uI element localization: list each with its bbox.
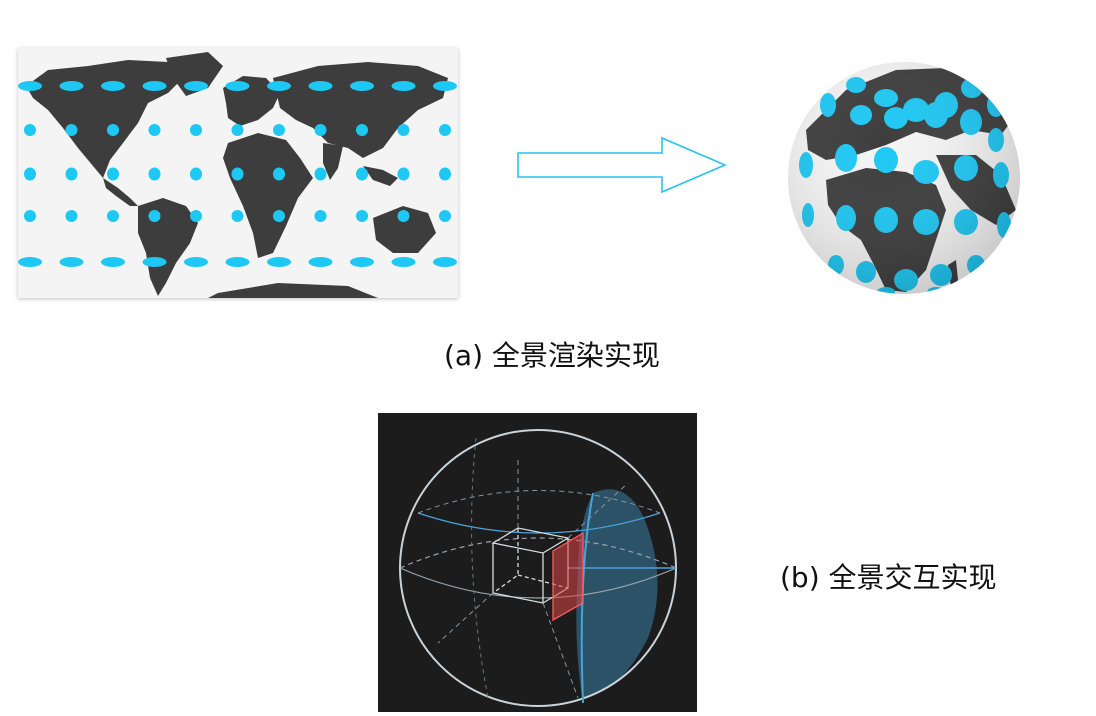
tissot-dot	[231, 210, 244, 222]
tissot-dot	[225, 81, 250, 91]
globe-projection	[786, 60, 1022, 296]
tissot-dot	[225, 257, 250, 267]
tissot-dot	[65, 124, 78, 136]
right-arrow-icon	[517, 136, 728, 194]
tissot-dot	[148, 124, 161, 136]
tissot-dot	[356, 210, 368, 222]
tissot-dot	[273, 167, 285, 181]
tissot-dot	[231, 167, 244, 181]
tissot-dot	[391, 257, 416, 267]
tissot-dot	[24, 167, 36, 181]
tissot-dot	[397, 210, 410, 222]
tissot-dot	[59, 257, 84, 267]
tissot-dot	[59, 81, 84, 91]
tissot-dot	[65, 210, 78, 222]
caption-a: (a) 全景渲染实现	[444, 339, 660, 372]
tissot-dot	[101, 81, 125, 91]
tissot-dot	[273, 210, 285, 222]
tissot-dot	[24, 124, 36, 136]
tissot-dot	[439, 167, 451, 181]
tissot-dot	[18, 81, 42, 91]
tissot-dot	[142, 257, 167, 267]
tissot-dot	[350, 257, 374, 267]
tissot-dot	[148, 167, 161, 181]
tissot-dot	[397, 124, 410, 136]
tissot-dot	[350, 81, 374, 91]
tissot-dot	[190, 210, 202, 222]
projection-plane	[552, 531, 584, 622]
globe-icon	[788, 62, 1020, 294]
tissot-dot	[439, 210, 451, 222]
tissot-dot	[18, 257, 42, 267]
tissot-dot	[433, 257, 457, 267]
caption-b: (b) 全景交互实现	[780, 561, 997, 594]
tissot-dot	[391, 81, 416, 91]
panorama-sphere-icon	[399, 429, 677, 707]
tissot-dot	[107, 210, 119, 222]
tissot-dot	[397, 167, 410, 181]
tissot-dot	[65, 167, 78, 181]
tissot-dot	[101, 257, 125, 267]
tissot-dot	[314, 167, 327, 181]
tissot-dot	[107, 167, 119, 181]
equirectangular-map	[18, 48, 458, 298]
tissot-dot	[308, 81, 333, 91]
transform-arrow	[510, 130, 735, 200]
tissot-dot	[190, 124, 202, 136]
tissot-dot	[314, 124, 327, 136]
tissot-dot	[148, 210, 161, 222]
tissot-dot	[433, 81, 457, 91]
tissot-dot	[184, 257, 208, 267]
tissot-dot	[273, 124, 285, 136]
tissot-dot	[314, 210, 327, 222]
tissot-dot	[190, 167, 202, 181]
tissot-dot	[267, 81, 291, 91]
tissot-dot	[142, 81, 167, 91]
tissot-dot	[308, 257, 333, 267]
tissot-indicatrix-dots	[18, 81, 457, 267]
tissot-dot	[356, 167, 368, 181]
world-map-icon	[18, 48, 458, 298]
panorama-sphere-diagram	[378, 413, 697, 712]
tissot-dot	[356, 124, 368, 136]
projection-band	[576, 489, 658, 703]
tissot-dot	[184, 81, 208, 91]
tissot-dot	[439, 124, 451, 136]
tissot-dot	[24, 210, 36, 222]
tissot-dot	[107, 124, 119, 136]
tissot-dot	[267, 257, 291, 267]
tissot-dot	[231, 124, 244, 136]
